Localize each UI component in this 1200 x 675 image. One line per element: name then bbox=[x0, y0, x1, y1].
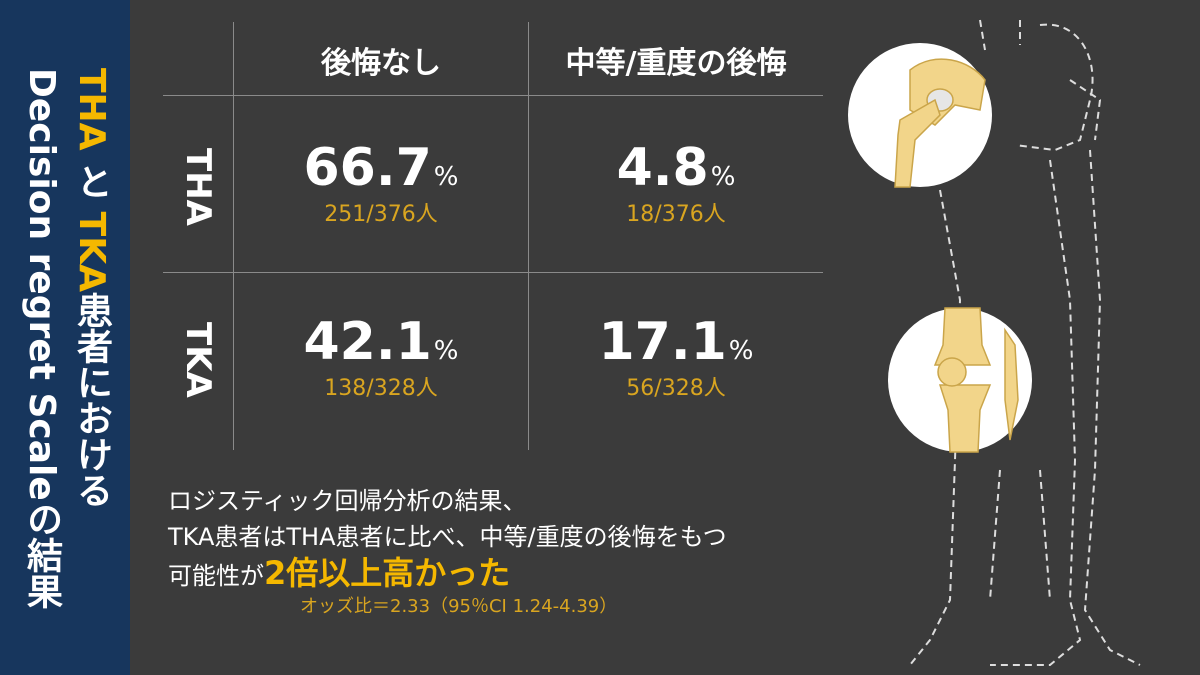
table-cell: 42.1% 138/328人 bbox=[236, 312, 526, 402]
conclusion: ロジスティック回帰分析の結果、 TKA患者はTHA患者に比べ、中等/重度の後悔を… bbox=[168, 483, 727, 620]
grid-line bbox=[163, 272, 823, 273]
conclusion-line: ロジスティック回帰分析の結果、 bbox=[168, 487, 527, 515]
table-cell: 66.7% 251/376人 bbox=[236, 138, 526, 228]
patient-count: 56/328人 bbox=[626, 376, 726, 401]
sidebar-title: THA と TKA患者における Decision regret Scaleの結果 bbox=[16, 68, 116, 609]
skeleton-illustration bbox=[848, 19, 1141, 666]
patient-count: 251/376人 bbox=[324, 202, 438, 227]
title-line-1: THA と TKA患者における bbox=[66, 68, 116, 609]
conclusion-line: 可能性が2倍以上高かった bbox=[168, 555, 727, 594]
patient-count: 138/328人 bbox=[324, 376, 438, 401]
percent-value: 17.1 bbox=[598, 312, 727, 372]
percent-line: 42.1% bbox=[236, 312, 526, 372]
grid-line bbox=[233, 22, 234, 450]
patient-count: 18/376人 bbox=[626, 202, 726, 227]
title-part: TKA bbox=[71, 211, 112, 292]
title-part: 患者における bbox=[71, 291, 112, 508]
percent-line: 4.8% bbox=[531, 138, 821, 198]
percent-line: 66.7% bbox=[236, 138, 526, 198]
conclusion-text: 可能性が bbox=[168, 562, 264, 590]
percent-unit: % bbox=[728, 336, 754, 366]
title-part: THA bbox=[71, 68, 112, 151]
column-header: 中等/重度の後悔 bbox=[565, 46, 787, 81]
percent-unit: % bbox=[433, 336, 459, 366]
percent-unit: % bbox=[433, 162, 459, 192]
odds-ratio-note: オッズ比＝2.33（95％CI 1.24-4.39） bbox=[300, 596, 618, 617]
title-line-2: Decision regret Scaleの結果 bbox=[21, 68, 62, 609]
percent-value: 42.1 bbox=[303, 312, 432, 372]
grid-line bbox=[163, 95, 823, 96]
percent-value: 66.7 bbox=[303, 138, 432, 198]
conclusion-line: TKA患者はTHA患者に比べ、中等/重度の後悔をもつ bbox=[168, 523, 727, 551]
highlight: 2倍以上高かった bbox=[264, 554, 511, 592]
row-label: THA bbox=[178, 148, 218, 226]
sidebar: THA と TKA患者における Decision regret Scaleの結果 bbox=[0, 0, 130, 675]
percent-unit: % bbox=[710, 162, 736, 192]
row-label: TKA bbox=[178, 322, 218, 398]
column-header: 後悔なし bbox=[321, 46, 441, 81]
grid-line bbox=[528, 22, 529, 450]
table-cell: 17.1% 56/328人 bbox=[531, 312, 821, 402]
title-part: と bbox=[71, 163, 112, 200]
percent-value: 4.8 bbox=[616, 138, 709, 198]
percent-line: 17.1% bbox=[531, 312, 821, 372]
table-cell: 4.8% 18/376人 bbox=[531, 138, 821, 228]
